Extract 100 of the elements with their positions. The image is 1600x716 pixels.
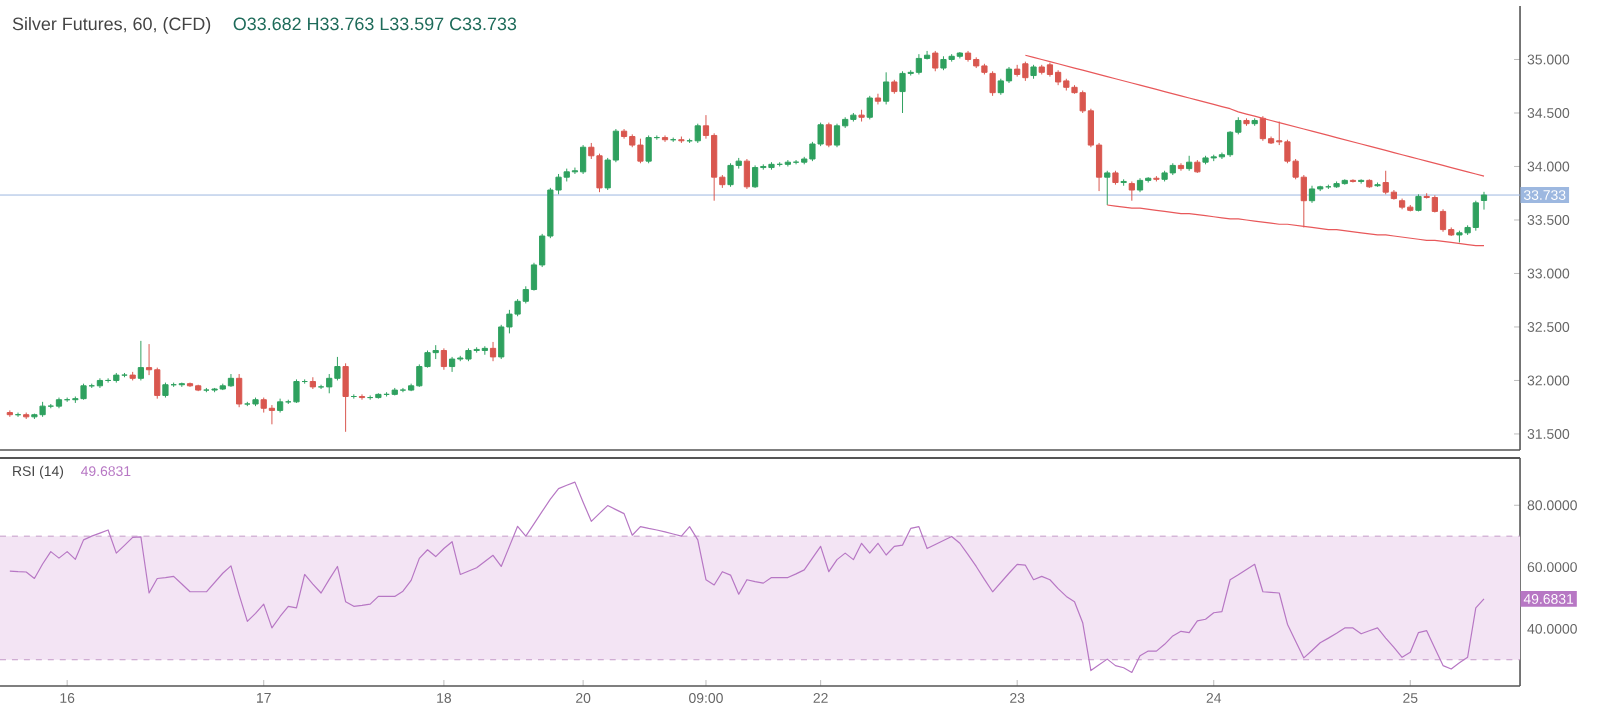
candlestick bbox=[1366, 178, 1373, 189]
candlestick bbox=[39, 401, 46, 418]
candlestick bbox=[743, 158, 751, 190]
candlestick bbox=[1415, 193, 1422, 212]
candlestick bbox=[858, 109, 865, 123]
candlestick bbox=[23, 412, 30, 420]
candlestick bbox=[1046, 62, 1054, 78]
candlestick bbox=[637, 138, 644, 164]
candlestick bbox=[874, 93, 882, 105]
candlestick bbox=[1030, 64, 1037, 80]
candlestick bbox=[1358, 178, 1365, 185]
candlestick bbox=[137, 340, 144, 381]
candlestick bbox=[1243, 117, 1250, 127]
candlestick bbox=[1382, 170, 1389, 195]
candlestick bbox=[899, 70, 906, 114]
candlestick bbox=[1480, 191, 1488, 211]
candlestick bbox=[751, 164, 759, 189]
candlestick bbox=[1202, 155, 1209, 165]
candlestick bbox=[891, 79, 898, 95]
candlestick bbox=[1194, 159, 1201, 174]
candlestick bbox=[6, 409, 13, 418]
candlestick bbox=[1153, 175, 1160, 182]
candlestick bbox=[678, 136, 685, 144]
candlestick bbox=[473, 346, 480, 354]
candlestick bbox=[440, 347, 448, 371]
text: Silver Futures, 60, (CFD) bbox=[12, 17, 211, 34]
candlestick bbox=[309, 376, 316, 390]
candlestick bbox=[448, 356, 456, 373]
candlestick bbox=[1128, 180, 1135, 202]
candlestick bbox=[1210, 154, 1217, 162]
candlestick bbox=[391, 387, 398, 396]
candlestick bbox=[1055, 69, 1062, 86]
candlestick bbox=[1120, 178, 1127, 187]
candlestick bbox=[162, 382, 169, 399]
candlestick bbox=[727, 162, 734, 188]
candlestick bbox=[784, 159, 791, 167]
chart-subtitle: O33.682 H33.763 L33.597 C33.733 bbox=[233, 17, 517, 31]
candlestick bbox=[1014, 64, 1021, 78]
candlestick bbox=[1333, 180, 1340, 189]
candlestick bbox=[1308, 185, 1316, 204]
candlestick bbox=[481, 345, 488, 356]
candlestick bbox=[1186, 155, 1193, 172]
candlestick bbox=[833, 123, 841, 148]
candlestick bbox=[432, 344, 439, 360]
candlestick bbox=[96, 377, 104, 389]
candlestick bbox=[399, 387, 407, 393]
candlestick bbox=[932, 50, 939, 72]
candlestick bbox=[227, 373, 235, 388]
candlestick bbox=[465, 347, 472, 362]
candlestick bbox=[694, 123, 701, 144]
candlestick bbox=[211, 387, 218, 393]
candlestick bbox=[1161, 170, 1168, 182]
candlestick bbox=[825, 122, 832, 148]
candlestick bbox=[1169, 162, 1176, 176]
candlestick bbox=[113, 372, 120, 384]
candlestick bbox=[1374, 182, 1381, 188]
candlestick bbox=[1038, 64, 1045, 75]
candlestick bbox=[1472, 200, 1479, 232]
candlestick bbox=[1145, 176, 1152, 184]
candlestick bbox=[989, 70, 996, 97]
candlestick bbox=[80, 383, 87, 401]
candlestick bbox=[1112, 170, 1119, 186]
candlestick bbox=[1063, 78, 1070, 92]
candlestick bbox=[645, 134, 652, 164]
candlestick bbox=[1022, 61, 1029, 82]
candlestick bbox=[195, 384, 202, 392]
candlestick bbox=[268, 404, 276, 425]
candlestick bbox=[940, 55, 947, 71]
candlestick bbox=[358, 393, 366, 401]
candlestick bbox=[850, 112, 857, 123]
candlestick bbox=[948, 53, 955, 63]
candlestick bbox=[489, 341, 497, 362]
candlestick bbox=[1407, 204, 1414, 212]
candlestick bbox=[1136, 177, 1144, 193]
candlestick bbox=[236, 373, 243, 408]
candlestick bbox=[1341, 178, 1348, 186]
candlestick bbox=[129, 371, 136, 381]
candlestick bbox=[1104, 170, 1111, 206]
candlestick bbox=[620, 128, 628, 140]
candlestick bbox=[104, 377, 112, 384]
candlestick bbox=[915, 53, 923, 75]
candlestick bbox=[973, 56, 980, 69]
candlestick bbox=[1251, 117, 1258, 127]
candlestick bbox=[342, 362, 349, 433]
candlestick bbox=[866, 95, 873, 120]
candlestick bbox=[956, 51, 963, 59]
candlestick bbox=[579, 144, 587, 175]
candlestick bbox=[883, 71, 890, 105]
candlestick bbox=[252, 397, 259, 407]
candlestick bbox=[1349, 178, 1357, 184]
candlestick bbox=[276, 398, 284, 414]
candlestick bbox=[768, 161, 775, 171]
candlestick bbox=[55, 397, 63, 409]
candlestick bbox=[964, 50, 972, 63]
candlestick bbox=[375, 392, 382, 400]
candlestick bbox=[186, 382, 194, 388]
candlestick bbox=[293, 378, 300, 404]
candlestick bbox=[981, 63, 988, 75]
candlestick bbox=[1456, 230, 1463, 243]
candlestick bbox=[178, 382, 185, 388]
